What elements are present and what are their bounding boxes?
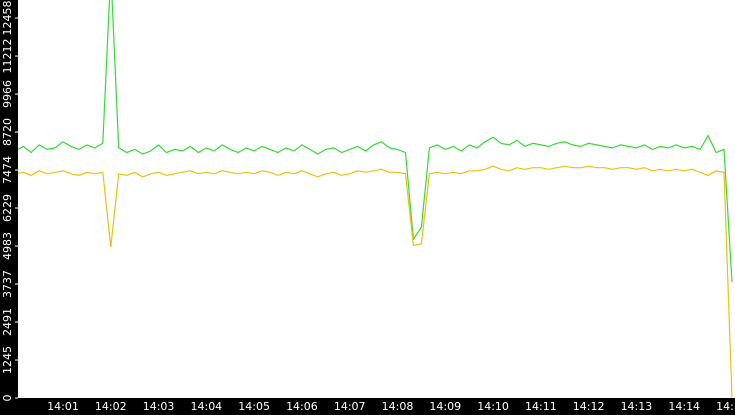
- x-tick-label: 14:13: [621, 400, 653, 413]
- y-tick-label: 12458: [1, 1, 14, 36]
- y-tick-label: 8720: [1, 118, 14, 146]
- x-tick-label: 14:02: [95, 400, 127, 413]
- x-tick-label: 14:04: [190, 400, 222, 413]
- x-tick-label: 14:08: [382, 400, 414, 413]
- y-tick-label: 3737: [1, 270, 14, 298]
- x-tick-label: 14:14: [668, 400, 700, 413]
- x-tick-label: 14:15: [716, 400, 735, 413]
- x-tick-label: 14:05: [238, 400, 270, 413]
- y-tick-label: 4983: [1, 232, 14, 260]
- y-tick-label: 11212: [1, 39, 14, 74]
- x-tick-label: 14:01: [47, 400, 79, 413]
- plot-area: [18, 0, 733, 398]
- x-tick-label: 14:09: [429, 400, 461, 413]
- y-tick-label: 1245: [1, 346, 14, 374]
- x-axis-strip: [0, 398, 735, 415]
- y-tick-label: 6229: [1, 194, 14, 222]
- x-tick-label: 14:03: [143, 400, 175, 413]
- series-line: [18, 0, 733, 283]
- x-tick-label: 14:11: [525, 400, 557, 413]
- y-tick-label: 0: [1, 395, 14, 402]
- x-tick-label: 14:06: [286, 400, 318, 413]
- x-tick-label: 14:10: [477, 400, 509, 413]
- x-tick-label: 14:07: [334, 400, 366, 413]
- y-tick-label: 9966: [1, 80, 14, 108]
- series-line: [18, 165, 733, 398]
- y-tick-label: 7474: [1, 156, 14, 184]
- y-axis-strip: [0, 0, 18, 415]
- x-tick-label: 14:12: [573, 400, 605, 413]
- y-tick-label: 2491: [1, 308, 14, 336]
